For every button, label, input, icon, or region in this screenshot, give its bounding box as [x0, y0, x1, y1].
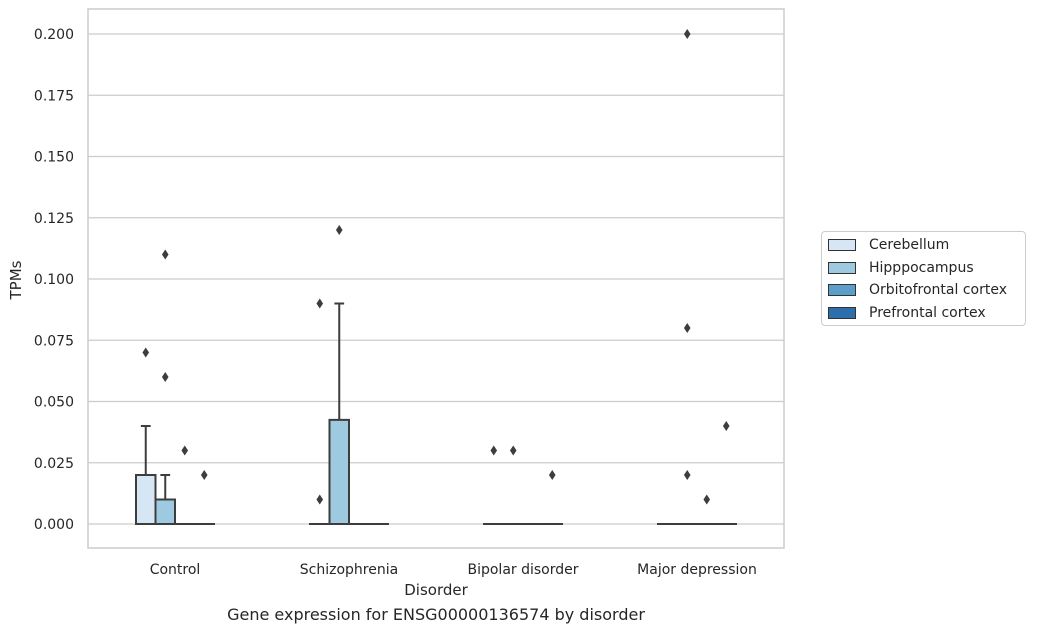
box-control-orbitofrontal-cortex — [174, 445, 196, 526]
gridlines — [88, 33, 784, 525]
outlier-point — [142, 347, 150, 358]
box-layer — [135, 29, 737, 526]
outlier-point — [316, 298, 324, 309]
box-control-cerebellum — [135, 347, 157, 525]
figure-caption: Gene expression for ENSG00000136574 by d… — [227, 605, 645, 624]
box-major-depression-orbitofrontal-cortex — [696, 494, 718, 526]
legend-swatch-orbitofrontal-cortex — [828, 284, 856, 296]
legend-swatch-hipppocampus — [828, 262, 856, 274]
y-tick-label: 0.150 — [34, 150, 74, 166]
legend: Cerebellum Hipppocampus Orbitofrontal co… — [821, 231, 1026, 326]
legend-label: Cerebellum — [869, 237, 950, 253]
x-tick-label: Major depression — [637, 562, 757, 578]
outlier-point — [161, 372, 169, 382]
x-tick-label: Schizophrenia — [300, 562, 398, 578]
outlier-point — [683, 323, 691, 333]
x-axis-label: Disorder — [404, 581, 468, 599]
outlier-point — [316, 494, 324, 505]
outlier-point — [490, 445, 498, 456]
legend-item-hipppocampus: Hipppocampus — [828, 258, 974, 278]
legend-label: Hipppocampus — [869, 260, 974, 276]
y-tick-labels: 0.000 0.025 0.050 0.075 0.100 0.125 0.150 0.175… — [34, 27, 74, 533]
legend-item-prefrontal-cortex: Prefrontal cortex — [828, 303, 986, 323]
outlier-point — [161, 249, 169, 260]
box-schizophrenia-hipppocampus — [328, 225, 350, 525]
y-tick-label: 0.075 — [34, 333, 74, 349]
box-control-hipppocampus — [154, 249, 176, 525]
y-tick-label: 0.200 — [34, 27, 74, 43]
box-bipolar-disorder-cerebellum — [483, 445, 505, 526]
outlier-point — [335, 225, 343, 235]
outlier-point — [683, 29, 691, 39]
box-control-prefrontal-cortex — [193, 470, 215, 526]
plot-frame — [87, 8, 785, 549]
y-axis-label: TPMs — [7, 260, 25, 300]
y-tick-label: 0.025 — [34, 456, 74, 472]
box-iqr — [328, 418, 350, 525]
box-schizophrenia-cerebellum — [309, 298, 331, 526]
legend-swatch-prefrontal-cortex — [828, 307, 856, 319]
box-bipolar-disorder-prefrontal-cortex — [541, 470, 563, 526]
outlier-point — [703, 494, 711, 505]
box-major-depression-hipppocampus — [676, 29, 698, 526]
legend-label: Prefrontal cortex — [869, 305, 986, 321]
outlier-point — [683, 470, 691, 480]
box-iqr — [154, 498, 176, 525]
y-tick-label: 0.050 — [34, 395, 74, 411]
outlier-point — [200, 470, 208, 480]
outlier-point — [548, 470, 556, 480]
box-iqr — [135, 474, 157, 525]
y-tick-label: 0.175 — [34, 88, 74, 104]
x-tick-labels: Control Schizophrenia Bipolar disorder Majo… — [150, 562, 757, 578]
y-tick-label: 0.125 — [34, 211, 74, 227]
legend-item-cerebellum: Cerebellum — [828, 235, 949, 255]
legend-item-orbitofrontal-cortex: Orbitofrontal cortex — [828, 280, 1007, 300]
x-tick-label: Control — [150, 562, 201, 578]
box-bipolar-disorder-hipppocampus — [502, 445, 524, 526]
legend-label: Orbitofrontal cortex — [869, 282, 1007, 298]
y-tick-label: 0.100 — [34, 272, 74, 288]
outlier-point — [509, 445, 517, 456]
x-tick-label: Bipolar disorder — [467, 562, 578, 578]
y-tick-label: 0.000 — [34, 517, 74, 533]
outlier-point — [181, 445, 189, 456]
legend-swatch-cerebellum — [828, 239, 856, 251]
outlier-point — [722, 421, 730, 431]
box-major-depression-prefrontal-cortex — [715, 421, 737, 526]
